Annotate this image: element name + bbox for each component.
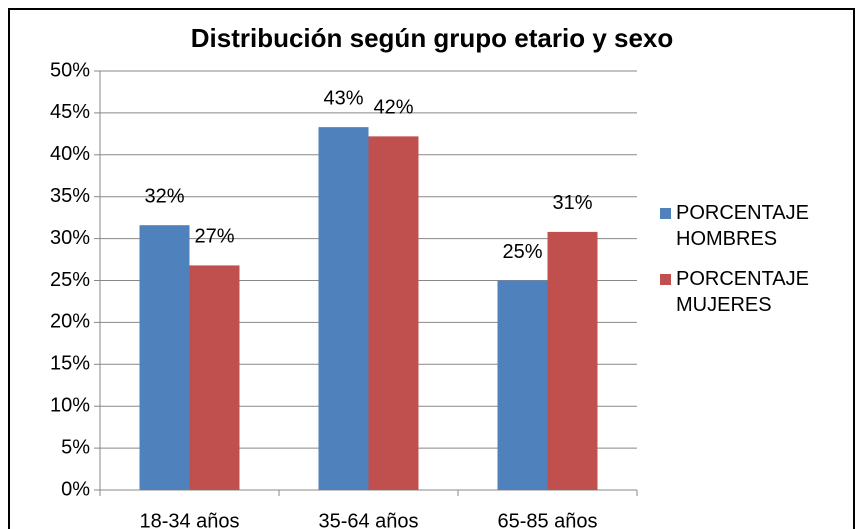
x-tick-label: 65-85 años bbox=[497, 510, 597, 529]
legend-item: PORCENTAJE MUJERES bbox=[660, 266, 846, 318]
x-tick-label: 35-64 años bbox=[318, 510, 418, 529]
legend-label: PORCENTAJE HOMBRES bbox=[676, 202, 809, 250]
bar bbox=[497, 280, 548, 490]
bar bbox=[547, 231, 598, 490]
y-tick-label: 25% bbox=[50, 269, 90, 291]
y-tick-label: 45% bbox=[50, 101, 90, 123]
y-tick-label: 30% bbox=[50, 227, 90, 249]
legend: PORCENTAJE HOMBRES PORCENTAJE MUJERES bbox=[660, 200, 860, 332]
bar bbox=[318, 127, 369, 491]
y-tick-label: 20% bbox=[50, 311, 90, 333]
x-tick-label: 18-34 años bbox=[139, 510, 239, 529]
legend-swatch bbox=[660, 274, 671, 285]
value-label: 25% bbox=[502, 241, 542, 263]
chart-title: Distribución según grupo etario y sexo bbox=[191, 23, 674, 53]
y-tick-label: 5% bbox=[61, 436, 90, 458]
value-label: 27% bbox=[194, 226, 234, 248]
y-tick-label: 50% bbox=[50, 59, 90, 81]
y-tick-label: 15% bbox=[50, 353, 90, 375]
y-tick-label: 40% bbox=[50, 143, 90, 165]
legend-swatch bbox=[660, 208, 671, 219]
legend-item: PORCENTAJE HOMBRES bbox=[660, 200, 846, 252]
value-label: 43% bbox=[323, 87, 363, 109]
value-label: 31% bbox=[552, 192, 592, 214]
legend-label: PORCENTAJE MUJERES bbox=[676, 268, 809, 316]
y-tick-label: 10% bbox=[50, 394, 90, 416]
bar bbox=[189, 265, 240, 490]
value-label: 42% bbox=[373, 97, 413, 119]
bar bbox=[139, 225, 190, 490]
value-label: 32% bbox=[144, 185, 184, 207]
y-tick-label: 0% bbox=[61, 478, 90, 500]
y-tick-label: 35% bbox=[50, 185, 90, 207]
bar bbox=[368, 136, 419, 490]
